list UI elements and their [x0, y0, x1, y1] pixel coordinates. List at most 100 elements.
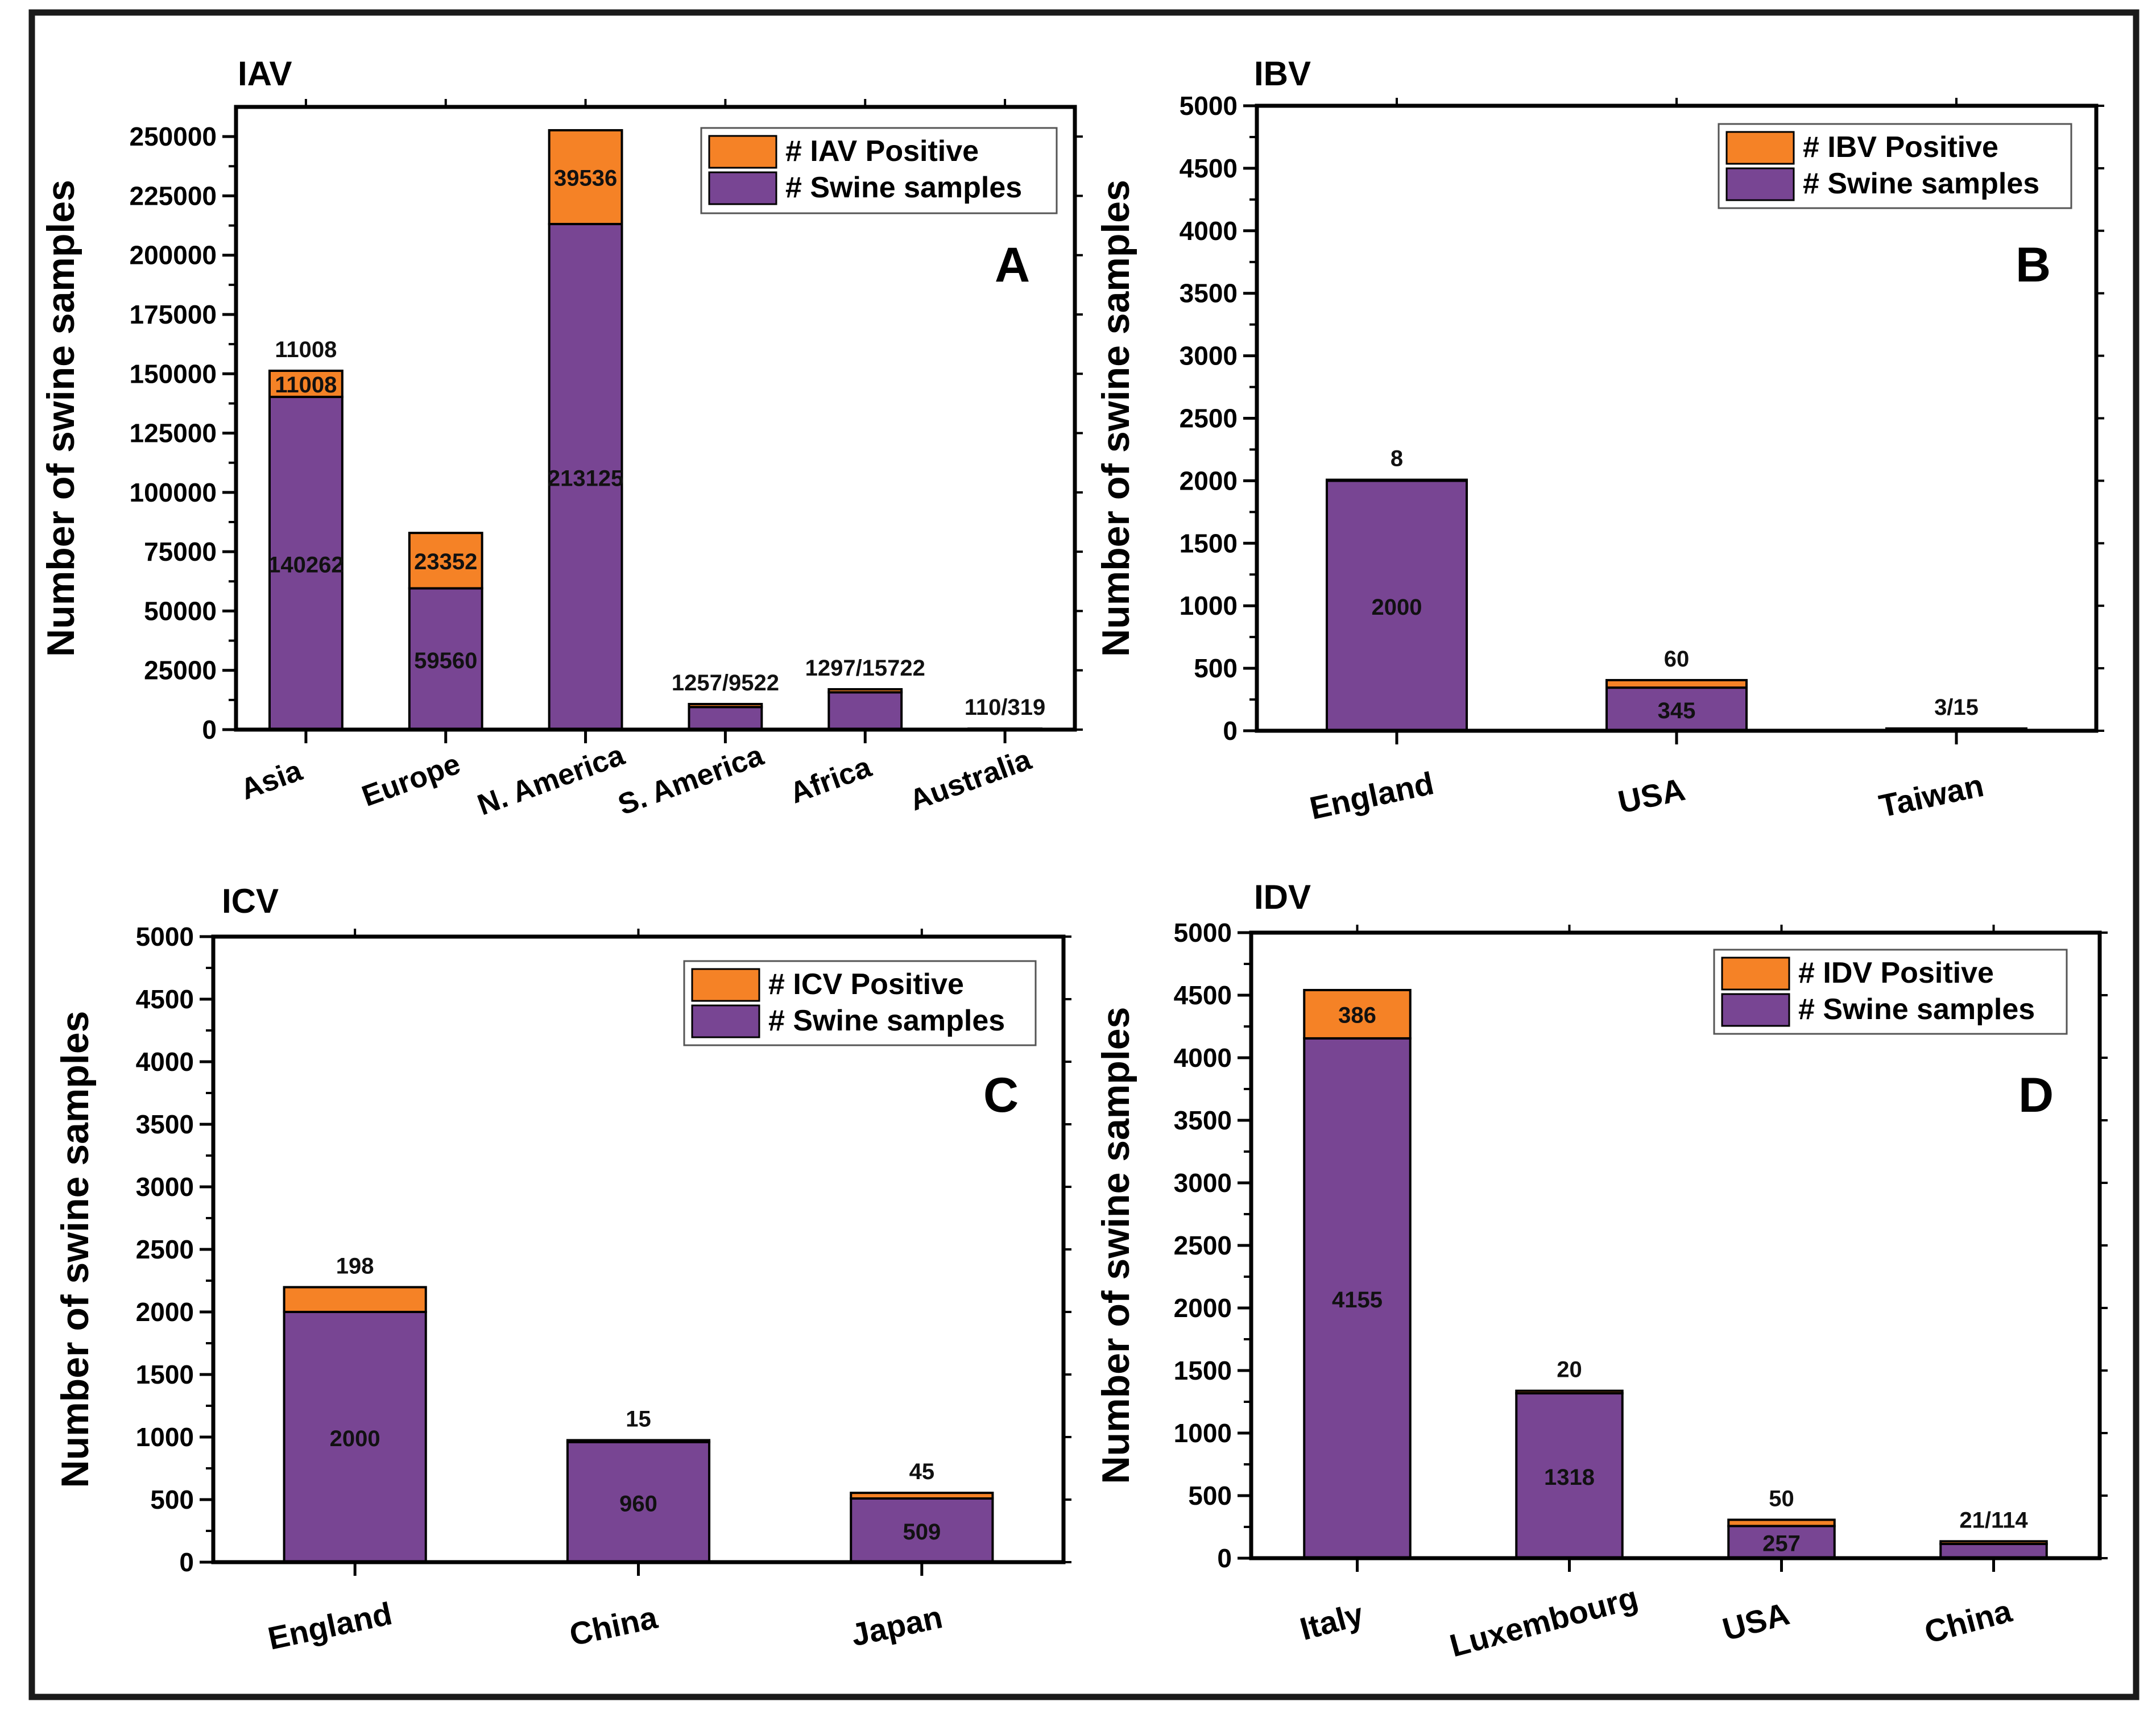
y-tick-label: 0	[1217, 1543, 1232, 1573]
bar-positive	[268, 369, 344, 398]
legend-label: # Swine samples	[1803, 167, 2039, 200]
bar-swine-samples	[1326, 479, 1468, 732]
data-label-swine-samples: 257	[1762, 1531, 1801, 1556]
data-label-top: 110/319	[965, 695, 1045, 720]
panel-letter: C	[983, 1068, 1019, 1123]
data-label-positive: 11008	[275, 372, 337, 398]
data-label-top: 3/15	[1934, 695, 1979, 720]
data-label-swine-samples: 1318	[1544, 1465, 1595, 1490]
data-label-top: 21/114	[1959, 1508, 2028, 1533]
figure-frame	[28, 9, 2140, 1700]
legend-swatch	[691, 968, 760, 1002]
data-label-swine-samples: 509	[903, 1520, 941, 1545]
y-tick-label: 75000	[144, 537, 217, 566]
y-tick-label: 250000	[130, 122, 217, 151]
y-tick-label: 4500	[136, 984, 194, 1014]
legend-swatch	[1725, 131, 1795, 165]
panel-letter: D	[2018, 1068, 2054, 1123]
bar-positive	[1515, 1389, 1624, 1395]
legend-swatch	[691, 1004, 760, 1038]
legend-label: # Swine samples	[768, 1004, 1005, 1037]
data-label-swine-samples: 345	[1658, 698, 1696, 723]
y-tick-label: 3500	[136, 1109, 194, 1139]
y-tick-label: 3500	[1180, 279, 1238, 308]
y-tick-label: 25000	[144, 656, 217, 685]
panel-title: IDV	[1254, 878, 1311, 916]
y-tick-label: 1000	[1174, 1418, 1232, 1448]
legend-label: # ICV Positive	[768, 968, 964, 1001]
y-tick-label: 3000	[136, 1172, 194, 1202]
y-tick-label: 0	[202, 715, 217, 744]
panel-title: IAV	[238, 55, 292, 93]
bar-positive	[1939, 1540, 2048, 1545]
legend-label: # IDV Positive	[1798, 957, 1994, 990]
y-axis-label: Number of swine samples	[1094, 1007, 1137, 1484]
y-tick-label: 150000	[130, 359, 217, 388]
data-label-swine-samples: 2000	[330, 1426, 380, 1451]
y-tick-label: 1000	[1180, 591, 1238, 620]
bar-positive	[1727, 1518, 1836, 1527]
bar-swine-samples	[548, 222, 623, 731]
y-tick-label: 0	[179, 1547, 194, 1577]
data-label-swine-samples: 2000	[1372, 595, 1422, 620]
y-tick-label: 1000	[136, 1422, 194, 1452]
y-tick-label: 5000	[1174, 918, 1232, 947]
y-tick-label: 5000	[1180, 91, 1238, 121]
y-axis-label: Number of swine samples	[53, 1011, 97, 1488]
panel-letter: A	[995, 238, 1030, 292]
legend-label: # IAV Positive	[785, 135, 979, 168]
y-tick-label: 4000	[1180, 216, 1238, 246]
y-tick-label: 5000	[136, 922, 194, 951]
bar-swine-samples	[827, 691, 903, 731]
y-tick-label: 200000	[130, 241, 217, 270]
data-label-top: 198	[336, 1253, 374, 1278]
data-label-top: 11008	[275, 337, 337, 362]
bar-swine-samples	[1939, 1542, 2048, 1559]
data-label-top: 45	[909, 1459, 935, 1484]
data-label-top: 1257/9522	[672, 670, 779, 695]
y-axis-label: Number of swine samples	[39, 180, 82, 657]
bar-positive	[827, 688, 903, 694]
data-label-positive: 23352	[414, 549, 477, 574]
y-tick-label: 1500	[1180, 528, 1238, 558]
bar-positive	[408, 532, 483, 590]
panel-title: IBV	[1254, 55, 1311, 93]
y-tick-label: 3000	[1174, 1168, 1232, 1198]
bar-positive	[566, 1439, 711, 1443]
plot-frame	[234, 105, 1077, 732]
legend-swatch	[708, 171, 777, 205]
y-tick-label: 4000	[1174, 1043, 1232, 1073]
y-tick-label: 500	[1194, 653, 1238, 683]
legend-swatch	[1725, 167, 1795, 201]
bar-positive	[688, 703, 763, 709]
y-tick-label: 3000	[1180, 341, 1238, 371]
y-tick-label: 125000	[130, 419, 217, 448]
y-tick-label: 225000	[130, 181, 217, 210]
legend-swatch	[1721, 957, 1790, 991]
bar-positive	[850, 1492, 994, 1500]
bar-swine-samples	[408, 587, 483, 731]
legend-label: # Swine samples	[785, 171, 1022, 204]
data-label-swine-samples: 4155	[1332, 1287, 1383, 1313]
panel-b: 0 500 1000 1500 2000 2500 3000 3500 4000 4500 5000…	[1094, 55, 2104, 826]
data-label-top: 15	[626, 1407, 651, 1432]
bar-swine-samples	[1605, 686, 1748, 732]
data-label-positive: 386	[1338, 1003, 1376, 1028]
bar-positive	[548, 129, 623, 225]
data-label-top: 8	[1391, 446, 1403, 471]
data-label-swine-samples: 213125	[548, 466, 623, 491]
bar-swine-samples	[268, 395, 344, 731]
y-tick-label: 2500	[1180, 404, 1238, 433]
y-tick-label: 2000	[1180, 466, 1238, 495]
legend-label: # IBV Positive	[1803, 131, 1998, 164]
data-label-positive: 39536	[554, 166, 617, 191]
bar-swine-samples	[688, 706, 763, 731]
y-tick-label: 175000	[130, 300, 217, 329]
bar-positive	[1605, 678, 1748, 689]
panel-letter: B	[2016, 238, 2051, 292]
bar-positive	[1326, 478, 1468, 482]
data-label-top: 1297/15722	[805, 656, 925, 681]
bar-swine-samples	[1303, 1037, 1412, 1559]
y-tick-label: 4000	[136, 1047, 194, 1077]
